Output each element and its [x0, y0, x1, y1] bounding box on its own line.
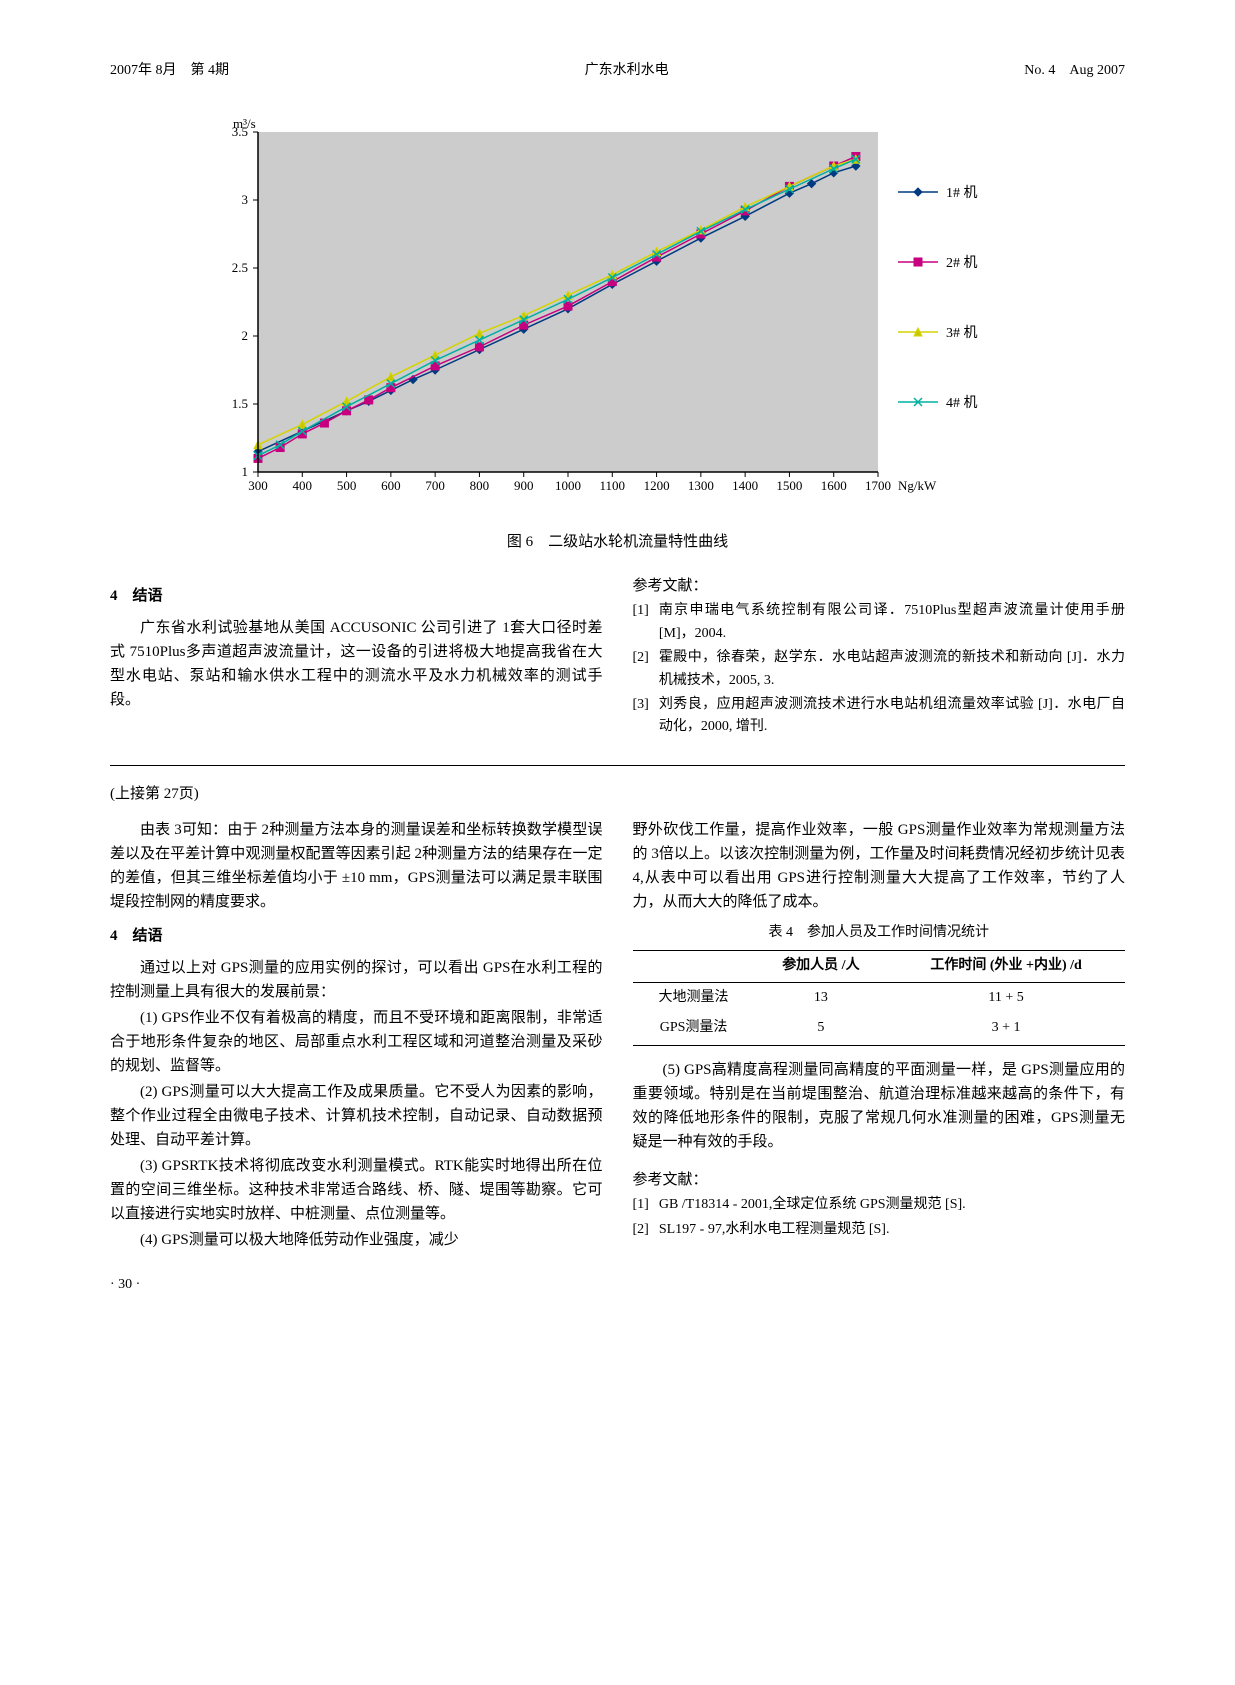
lower-p1: 通过以上对 GPS测量的应用实例的探讨，可以看出 GPS在水利工程的控制测量上具… [110, 956, 603, 1004]
refs2-head: 参考文献： [633, 1168, 1126, 1192]
ref-item: [2] SL197 - 97,水利水电工程测量规范 [S]. [633, 1219, 1126, 1241]
table4-td: GPS测量法 [633, 1013, 755, 1046]
upper-left-col: 4 结语 广东省水利试验基地从美国 ACCUSONIC 公司引进了 1套大口径时… [110, 574, 603, 740]
lower-p3: (2) GPS测量可以大大提高工作及成果质量。它不受人为因素的影响，整个作业过程… [110, 1080, 603, 1152]
section-divider [110, 765, 1125, 766]
lower-columns: 由表 3可知：由于 2种测量方法本身的测量误差和坐标转换数学模型误差以及在平差计… [110, 818, 1125, 1254]
svg-text:Ng/kW: Ng/kW [898, 478, 937, 493]
page-number: · 30 · [110, 1274, 1125, 1296]
ref-text: SL197 - 97,水利水电工程测量规范 [S]. [659, 1219, 1125, 1241]
svg-text:300: 300 [248, 478, 268, 493]
ref-num: [1] [633, 600, 649, 645]
ref-num: [2] [633, 647, 649, 692]
svg-text:1600: 1600 [820, 478, 846, 493]
table-row: GPS测量法53 + 1 [633, 1013, 1126, 1046]
lower-left-col: 由表 3可知：由于 2种测量方法本身的测量误差和坐标转换数学模型误差以及在平差计… [110, 818, 603, 1254]
svg-text:700: 700 [425, 478, 445, 493]
lower-sec4-head: 4 结语 [110, 924, 603, 948]
lower-right-col: 野外砍伐工作量，提高作业效率，一般 GPS测量作业效率为常规测量方法的 3倍以上… [633, 818, 1126, 1254]
table4-th: 工作时间 (外业 +内业) /d [887, 951, 1125, 982]
refs2-list: [1] GB /T18314 - 2001,全球定位系统 GPS测量规范 [S].… [633, 1194, 1126, 1241]
lower-p5: (4) GPS测量可以极大地降低劳动作业强度，减少 [110, 1228, 603, 1252]
table4-td: 5 [755, 1013, 888, 1046]
table4-td: 3 + 1 [887, 1013, 1125, 1046]
table4-table: 参加人员 /人工作时间 (外业 +内业) /d 大地测量法1311 + 5GPS… [633, 950, 1126, 1046]
svg-text:500: 500 [336, 478, 356, 493]
refs1-head: 参考文献： [633, 574, 1126, 598]
lower-left-p0: 由表 3可知：由于 2种测量方法本身的测量误差和坐标转换数学模型误差以及在平差计… [110, 818, 603, 914]
refs1-list: [1] 南京申瑞电气系统控制有限公司译．7510Plus型超声波流量计使用手册 [… [633, 600, 1126, 738]
ref-num: [3] [633, 694, 649, 739]
table4-th [633, 951, 755, 982]
upper-columns: 4 结语 广东省水利试验基地从美国 ACCUSONIC 公司引进了 1套大口径时… [110, 574, 1125, 740]
ref-text: 南京申瑞电气系统控制有限公司译．7510Plus型超声波流量计使用手册 [M]，… [659, 600, 1125, 645]
table4-body: 大地测量法1311 + 5GPS测量法53 + 1 [633, 982, 1126, 1046]
ref-item: [1] 南京申瑞电气系统控制有限公司译．7510Plus型超声波流量计使用手册 [… [633, 600, 1126, 645]
svg-text:1400: 1400 [732, 478, 758, 493]
lower-right-p1: 野外砍伐工作量，提高作业效率，一般 GPS测量作业效率为常规测量方法的 3倍以上… [633, 818, 1126, 914]
table4-td: 13 [755, 982, 888, 1013]
ref-num: [2] [633, 1219, 649, 1241]
ref-item: [2] 霍殿中，徐春荣，赵学东．水电站超声波测流的新技术和新动向 [J]．水力机械… [633, 647, 1126, 692]
table4-td: 11 + 5 [887, 982, 1125, 1013]
svg-text:3# 机: 3# 机 [946, 325, 978, 341]
svg-text:m³/s: m³/s [233, 116, 256, 131]
svg-text:400: 400 [292, 478, 312, 493]
chart-caption: 图 6 二级站水轮机流量特性曲线 [198, 530, 1038, 554]
svg-text:1300: 1300 [687, 478, 713, 493]
svg-text:1.5: 1.5 [231, 396, 247, 411]
continuation-note: (上接第 27页) [110, 782, 1125, 806]
table-row: 大地测量法1311 + 5 [633, 982, 1126, 1013]
section4-body: 广东省水利试验基地从美国 ACCUSONIC 公司引进了 1套大口径时差式 75… [110, 616, 603, 712]
ref-text: GB /T18314 - 2001,全球定位系统 GPS测量规范 [S]. [659, 1194, 1125, 1216]
table4-th: 参加人员 /人 [755, 951, 888, 982]
svg-text:1100: 1100 [599, 478, 625, 493]
section4-head: 4 结语 [110, 584, 603, 608]
svg-text:1700: 1700 [865, 478, 891, 493]
table4-title: 表 4 参加人员及工作时间情况统计 [633, 922, 1126, 944]
lower-p4: (3) GPSRTK技术将彻底改变水利测量模式。RTK能实时地得出所在位置的空间… [110, 1154, 603, 1226]
ref-text: 刘秀良，应用超声波测流技术进行水电站机组流量效率试验 [J]．水电厂自动化，20… [659, 694, 1125, 739]
page-header: 2007年 8月 第 4期 广东水利水电 No. 4 Aug 2007 [110, 60, 1125, 82]
upper-right-col: 参考文献： [1] 南京申瑞电气系统控制有限公司译．7510Plus型超声波流量计… [633, 574, 1126, 740]
header-center: 广东水利水电 [585, 60, 669, 82]
lower-right-p2: (5) GPS高精度高程测量同高精度的平面测量一样，是 GPS测量应用的重要领域… [633, 1058, 1126, 1154]
lower-p2: (1) GPS作业不仅有着极高的精度，而且不受环境和距离限制，非常适合于地形条件… [110, 1006, 603, 1078]
svg-text:1200: 1200 [643, 478, 669, 493]
flow-chart: 300 400 500 600 700 800 900 1000 1100 1200 1300 140… [198, 112, 1038, 554]
ref-num: [1] [633, 1194, 649, 1216]
svg-text:900: 900 [513, 478, 533, 493]
header-left: 2007年 8月 第 4期 [110, 60, 229, 82]
table4-head-row: 参加人员 /人工作时间 (外业 +内业) /d [633, 951, 1126, 982]
svg-text:2# 机: 2# 机 [946, 255, 978, 271]
ref-text: 霍殿中，徐春荣，赵学东．水电站超声波测流的新技术和新动向 [J]．水力机械技术，… [659, 647, 1125, 692]
svg-text:2.5: 2.5 [231, 260, 247, 275]
svg-text:1500: 1500 [776, 478, 802, 493]
svg-text:800: 800 [469, 478, 489, 493]
svg-text:1# 机: 1# 机 [946, 185, 978, 201]
svg-text:1: 1 [241, 464, 248, 479]
header-right: No. 4 Aug 2007 [1024, 60, 1125, 82]
svg-text:2: 2 [241, 328, 248, 343]
svg-text:600: 600 [381, 478, 401, 493]
table4-td: 大地测量法 [633, 982, 755, 1013]
chart-svg: 300 400 500 600 700 800 900 1000 1100 1200 1300 140… [198, 112, 1038, 512]
ref-item: [3] 刘秀良，应用超声波测流技术进行水电站机组流量效率试验 [J]．水电厂自动化… [633, 694, 1126, 739]
svg-text:1000: 1000 [555, 478, 581, 493]
svg-text:3: 3 [241, 192, 248, 207]
ref-item: [1] GB /T18314 - 2001,全球定位系统 GPS测量规范 [S]. [633, 1194, 1126, 1216]
svg-text:4# 机: 4# 机 [946, 395, 978, 411]
table4: 表 4 参加人员及工作时间情况统计 参加人员 /人工作时间 (外业 +内业) /… [633, 922, 1126, 1047]
